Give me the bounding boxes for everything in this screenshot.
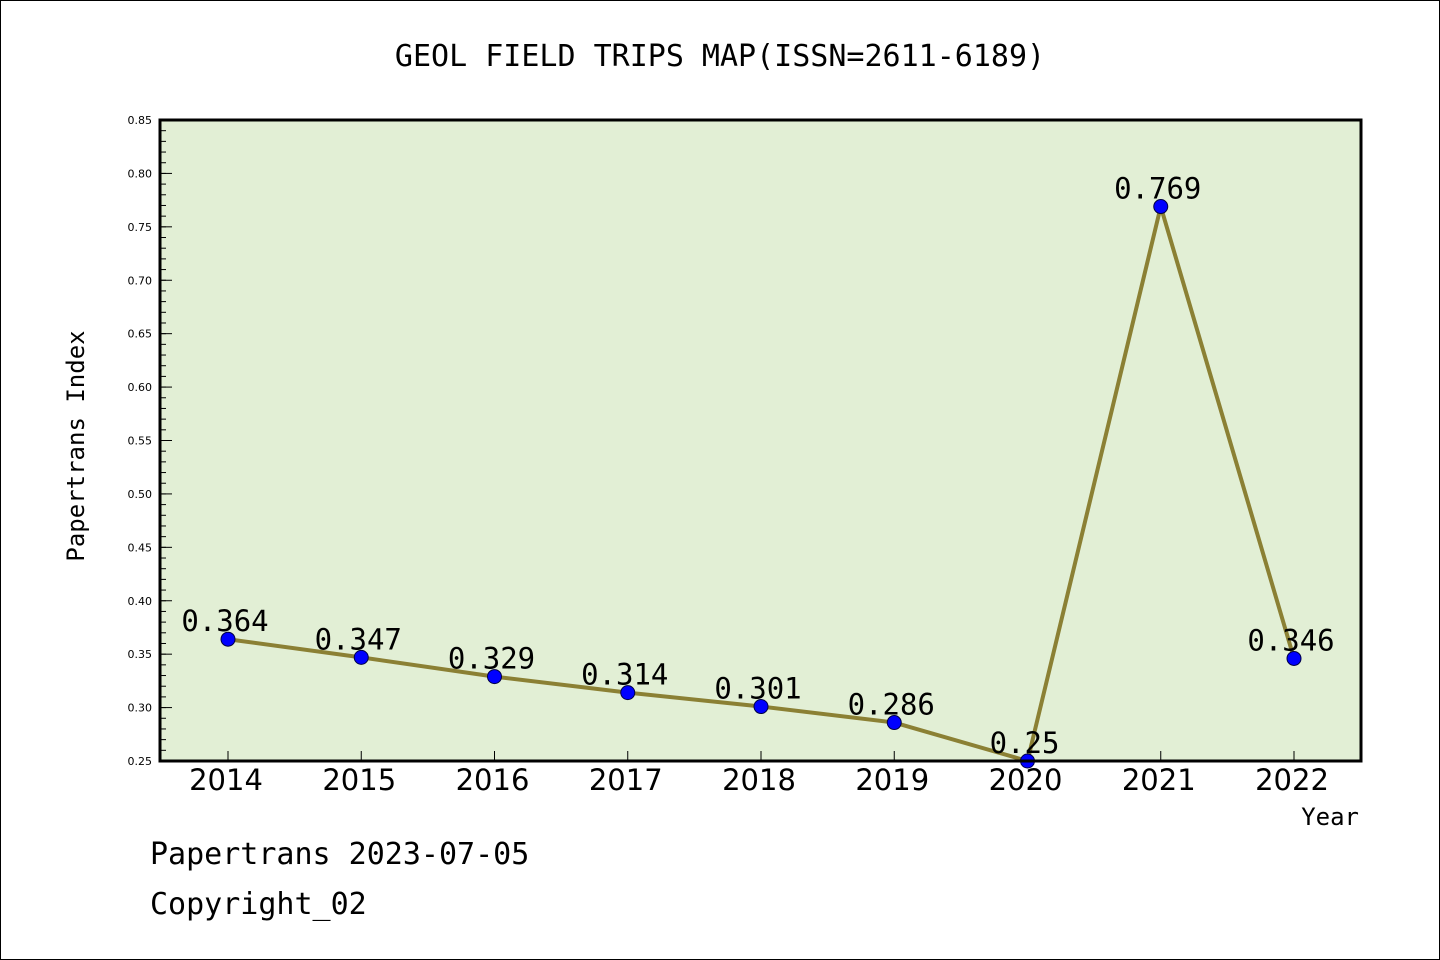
x-tick-label: 2018 bbox=[722, 763, 796, 797]
y-tick-label: 0.45 bbox=[128, 541, 153, 554]
data-label: 0.25 bbox=[990, 726, 1060, 760]
chart-title: GEOL FIELD TRIPS MAP(ISSN=2611-6189) bbox=[395, 39, 1045, 74]
series-layer: 0.364 0.347 0.329 0.314 0.301 0.286 0.25 0.769 0… bbox=[181, 172, 1335, 769]
y-tick-label: 0.35 bbox=[128, 648, 153, 661]
y-tick-label: 0.75 bbox=[128, 221, 153, 234]
y-tick-label: 0.40 bbox=[128, 595, 153, 608]
data-point bbox=[353, 649, 369, 665]
data-label: 0.314 bbox=[581, 658, 668, 692]
y-tick-label: 0.85 bbox=[128, 114, 153, 127]
y-tick-label: 0.65 bbox=[128, 328, 153, 341]
plot-border bbox=[158, 118, 1363, 763]
x-tick-label: 2022 bbox=[1255, 763, 1329, 797]
x-tick-label: 2019 bbox=[855, 763, 929, 797]
y-tick-label: 0.55 bbox=[128, 435, 153, 448]
data-point bbox=[487, 669, 502, 685]
x-tick-label: 2016 bbox=[456, 763, 530, 797]
data-label: 0.364 bbox=[181, 604, 268, 638]
data-label: 0.769 bbox=[1114, 172, 1201, 206]
data-point bbox=[753, 699, 769, 715]
x-tick-label: 2015 bbox=[322, 763, 396, 797]
data-label: 0.347 bbox=[315, 622, 402, 656]
y-tick-label: 0.50 bbox=[128, 488, 153, 501]
x-tick-label: 2020 bbox=[989, 763, 1063, 797]
x-tick-label: 2017 bbox=[589, 763, 663, 797]
data-point bbox=[1286, 650, 1302, 666]
plot-area bbox=[160, 120, 1361, 761]
data-point bbox=[1153, 199, 1169, 215]
data-point bbox=[886, 715, 902, 731]
y-tick-label: 0.80 bbox=[128, 167, 153, 180]
data-label: 0.286 bbox=[848, 688, 935, 722]
footer-copyright: Copyright_02 bbox=[150, 887, 367, 922]
y-axis-ticks: 0.25 0.30 0.35 0.40 0.45 0.50 0.55 0.60 0.65 0.70… bbox=[128, 114, 172, 768]
data-point bbox=[220, 631, 236, 647]
data-label: 0.301 bbox=[714, 672, 801, 706]
x-tick-label: 2021 bbox=[1122, 763, 1196, 797]
x-axis-title: Year bbox=[1301, 803, 1359, 831]
y-tick-label: 0.25 bbox=[128, 755, 153, 768]
data-point bbox=[620, 685, 636, 701]
y-axis-title: Papertrans Index bbox=[62, 330, 90, 561]
y-tick-label: 0.60 bbox=[128, 381, 153, 394]
data-label: 0.346 bbox=[1247, 623, 1334, 657]
y-tick-label: 0.70 bbox=[128, 274, 153, 287]
x-axis-ticks: 2014 2015 2016 2017 2018 2019 2020 2021 2022 bbox=[189, 751, 1329, 797]
footer-date: Papertrans 2023-07-05 bbox=[150, 837, 529, 872]
data-label: 0.329 bbox=[448, 642, 535, 676]
x-tick-label: 2014 bbox=[189, 763, 263, 797]
y-tick-label: 0.30 bbox=[128, 702, 153, 715]
